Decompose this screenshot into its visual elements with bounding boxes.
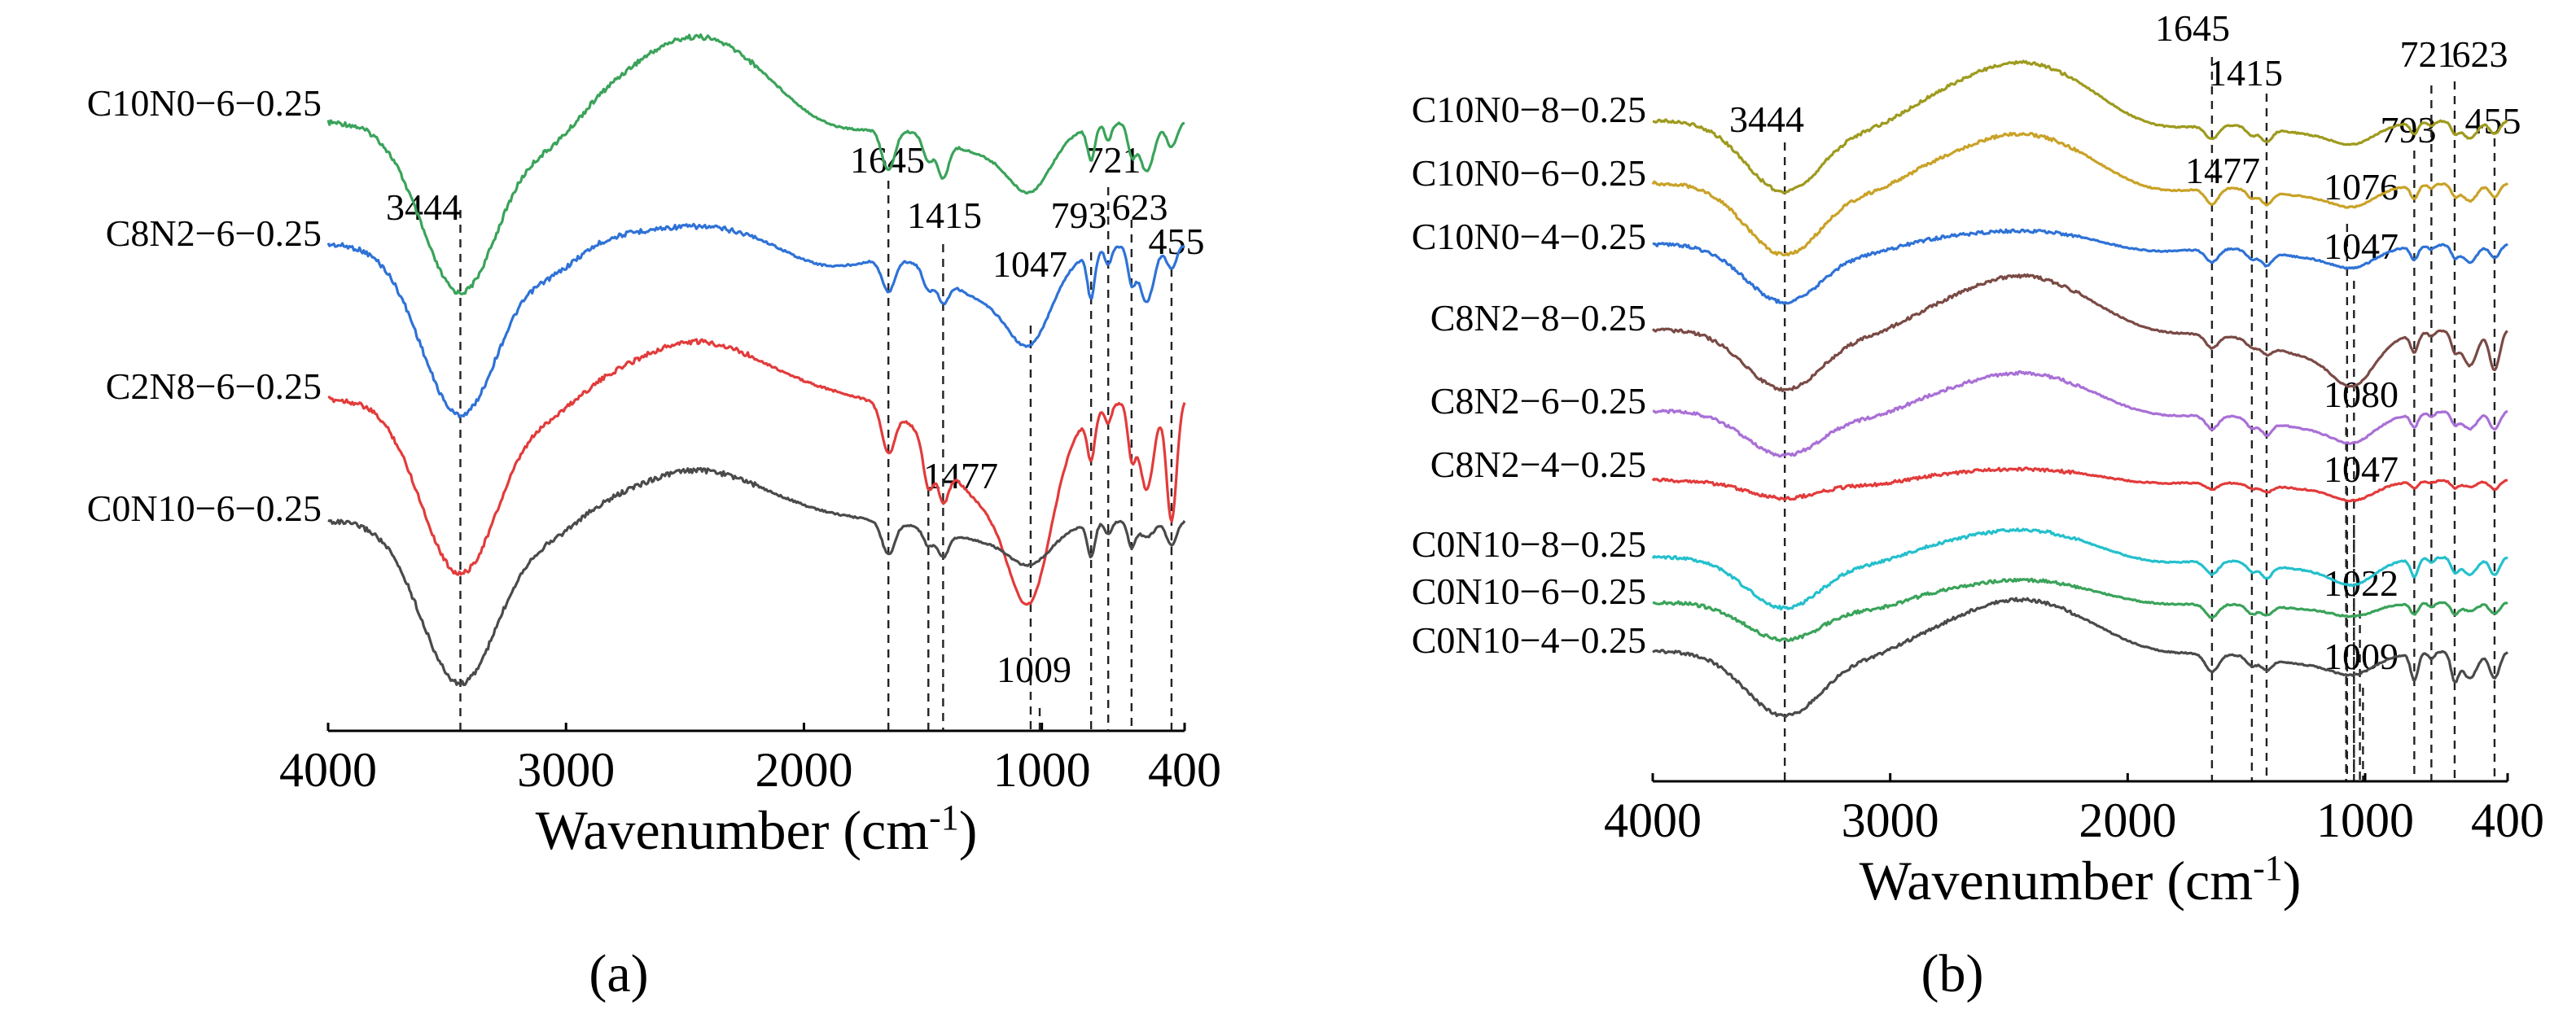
peak-label-793: 793 xyxy=(1051,195,1107,236)
series-label-5: C8N2−4−0.25 xyxy=(1430,444,1646,485)
x-axis-title: Wavenumber (cm-1) xyxy=(536,798,978,861)
x-tick-label-400: 400 xyxy=(2471,794,2544,847)
peak-label-1047: 1047 xyxy=(2324,448,2399,490)
series-label-3: C8N2−8−0.25 xyxy=(1430,297,1646,339)
x-axis-title: Wavenumber (cm-1) xyxy=(1860,848,2302,912)
peak-label-1009: 1009 xyxy=(2324,636,2399,677)
peak-label-1047: 1047 xyxy=(992,243,1067,285)
spectrum-line-8 xyxy=(1652,597,2509,719)
peak-label-1415: 1415 xyxy=(2208,52,2283,94)
spectrum-line-0 xyxy=(1652,59,2508,195)
series-label-8: C0N10−4−0.25 xyxy=(1412,619,1646,661)
x-tick-label-3000: 3000 xyxy=(1842,794,1939,847)
x-tick-label-3000: 3000 xyxy=(517,743,615,797)
series-label-2: C2N8−6−0.25 xyxy=(106,365,322,407)
peak-label-1080: 1080 xyxy=(2324,374,2399,415)
x-tick-label-400: 400 xyxy=(1148,743,1221,797)
x-tick-label-1000: 1000 xyxy=(2316,794,2414,847)
series-label-1: C10N0−6−0.25 xyxy=(1412,152,1646,194)
peak-label-1645: 1645 xyxy=(850,139,925,181)
x-axis-title-close: ) xyxy=(959,799,978,861)
peak-label-1076: 1076 xyxy=(2324,166,2399,208)
peak-label-1009: 1009 xyxy=(997,649,1071,690)
peak-label-1047: 1047 xyxy=(2324,225,2399,267)
series-label-3: C0N10−6−0.25 xyxy=(87,488,322,529)
series-label-4: C8N2−6−0.25 xyxy=(1430,380,1646,422)
peak-label-1415: 1415 xyxy=(907,195,982,236)
spectrum-line-5 xyxy=(1651,466,2508,503)
spectrum-line-2 xyxy=(1652,228,2508,305)
panel-a-chart: 344416451477141510471009793721623455C10N… xyxy=(87,33,1221,1003)
x-axis-title-main: Wavenumber (cm xyxy=(1860,850,2254,912)
spectrum-line-3 xyxy=(327,466,1186,687)
spectrum-line-0 xyxy=(326,33,1185,295)
spectrum-line-6 xyxy=(1651,527,2508,611)
x-tick-label-2000: 2000 xyxy=(755,743,852,797)
spectrum-line-4 xyxy=(1653,369,2508,458)
x-tick-label-4000: 4000 xyxy=(279,743,377,797)
peak-label-623: 623 xyxy=(2452,33,2508,75)
x-axis-title-close: ) xyxy=(2283,850,2302,912)
spectrum-line-1 xyxy=(326,222,1185,419)
x-tick-label-4000: 4000 xyxy=(1604,794,1702,847)
x-tick-label-1000: 1000 xyxy=(993,743,1091,797)
series-label-0: C10N0−6−0.25 xyxy=(87,82,322,124)
peak-label-3444: 3444 xyxy=(1729,98,1804,140)
spectrum-line-7 xyxy=(1652,577,2508,643)
peak-label-3444: 3444 xyxy=(386,186,461,228)
series-label-0: C10N0−8−0.25 xyxy=(1412,89,1646,130)
peak-label-721: 721 xyxy=(2400,33,2456,75)
x-axis-title-superscript: -1 xyxy=(2253,848,2283,888)
peak-label-1645: 1645 xyxy=(2155,7,2230,49)
peak-label-623: 623 xyxy=(1112,186,1168,228)
series-label-7: C0N10−6−0.25 xyxy=(1412,571,1646,612)
x-tick-label-2000: 2000 xyxy=(2079,794,2176,847)
peak-label-1477: 1477 xyxy=(923,455,998,496)
peak-label-793: 793 xyxy=(2381,109,2437,151)
series-label-1: C8N2−6−0.25 xyxy=(106,212,322,254)
panel-label: (b) xyxy=(1921,944,1984,1003)
x-axis-title-superscript: -1 xyxy=(929,798,959,837)
series-label-2: C10N0−4−0.25 xyxy=(1412,216,1646,257)
spectrum-line-1 xyxy=(1651,131,2509,257)
panel-b-chart: 3444164514771415107610471080104710221009… xyxy=(1412,7,2544,1003)
series-label-6: C0N10−8−0.25 xyxy=(1412,523,1646,565)
x-axis-title-main: Wavenumber (cm xyxy=(536,799,930,861)
panel-label: (a) xyxy=(589,944,648,1003)
spectrum-line-2 xyxy=(327,338,1186,606)
peak-label-1477: 1477 xyxy=(2185,150,2260,191)
spectrum-line-3 xyxy=(1651,273,2508,392)
